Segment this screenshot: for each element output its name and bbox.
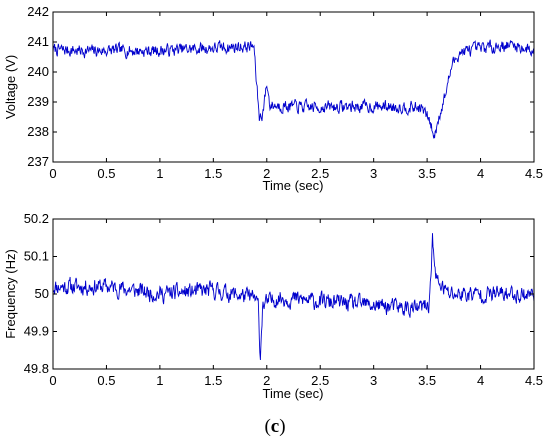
frequency-x-tick-label: 2.5	[311, 373, 329, 388]
frequency-series	[52, 233, 535, 361]
frequency-x-tick-label: 0	[49, 373, 56, 388]
voltage-y-axis-title: Voltage (V)	[3, 55, 18, 119]
voltage-x-tick-label: 4.5	[525, 166, 543, 181]
voltage-x-tick-label: 3	[370, 166, 377, 181]
frequency-y-tick-label: 49.9	[24, 324, 49, 339]
frequency-x-axis-title: Time (sec)	[263, 386, 324, 401]
caption-close: )	[279, 416, 285, 437]
frequency-series-line	[52, 233, 535, 361]
voltage-x-tick-label: 3.5	[418, 166, 436, 181]
frequency-ticks: 0 0.5 1 1.5 2 2.5 3 3.5 4 4.5 49.8 49.9 50 50.1 50.2	[24, 211, 543, 388]
frequency-x-tick-label: 1.5	[204, 373, 222, 388]
voltage-x-tick-label: 1	[156, 166, 163, 181]
voltage-x-tick-label: 4	[477, 166, 484, 181]
voltage-series	[52, 39, 535, 140]
frequency-y-axis-title: Frequency (Hz)	[3, 249, 18, 339]
voltage-y-tick-label: 240	[27, 64, 49, 79]
voltage-x-tick-label: 0.5	[97, 166, 115, 181]
voltage-x-axis-title: Time (sec)	[263, 178, 324, 193]
frequency-x-tick-label: 3.5	[418, 373, 436, 388]
voltage-x-tick-label: 1.5	[204, 166, 222, 181]
voltage-y-tick-label: 237	[27, 154, 49, 169]
frequency-x-tick-label: 0.5	[97, 373, 115, 388]
frequency-y-tick-label: 50.1	[24, 249, 49, 264]
voltage-plot: 0 0.5 1 1.5 2 2.5 3 3.5 4 4.5 237 238 239 240 241 242 T…	[3, 4, 543, 193]
voltage-ticks: 0 0.5 1 1.5 2 2.5 3 3.5 4 4.5 237 238 239 240 241 242	[27, 4, 543, 181]
caption-open: (	[264, 416, 270, 437]
frequency-plot: 0 0.5 1 1.5 2 2.5 3 3.5 4 4.5 49.8 49.9 50 50.1 50.2 T…	[3, 211, 543, 401]
voltage-x-tick-label: 2	[263, 166, 270, 181]
frequency-x-tick-label: 4	[477, 373, 484, 388]
voltage-axes-box	[52, 11, 535, 163]
frequency-y-tick-label: 50	[35, 286, 49, 301]
frequency-x-tick-label: 3	[370, 373, 377, 388]
frequency-x-tick-label: 4.5	[525, 373, 543, 388]
frequency-y-tick-label: 50.2	[24, 211, 49, 226]
caption-letter: c	[271, 416, 279, 437]
frequency-x-tick-label: 1	[156, 373, 163, 388]
voltage-y-tick-label: 238	[27, 124, 49, 139]
frequency-y-tick-label: 49.8	[24, 361, 49, 376]
figure-caption: (c)	[264, 416, 285, 437]
voltage-y-tick-label: 239	[27, 94, 49, 109]
voltage-x-tick-label: 0	[49, 166, 56, 181]
voltage-series-line	[52, 39, 535, 140]
voltage-x-tick-label: 2.5	[311, 166, 329, 181]
frequency-x-tick-label: 2	[263, 373, 270, 388]
voltage-y-tick-label: 241	[27, 34, 49, 49]
voltage-y-tick-label: 242	[27, 4, 49, 19]
